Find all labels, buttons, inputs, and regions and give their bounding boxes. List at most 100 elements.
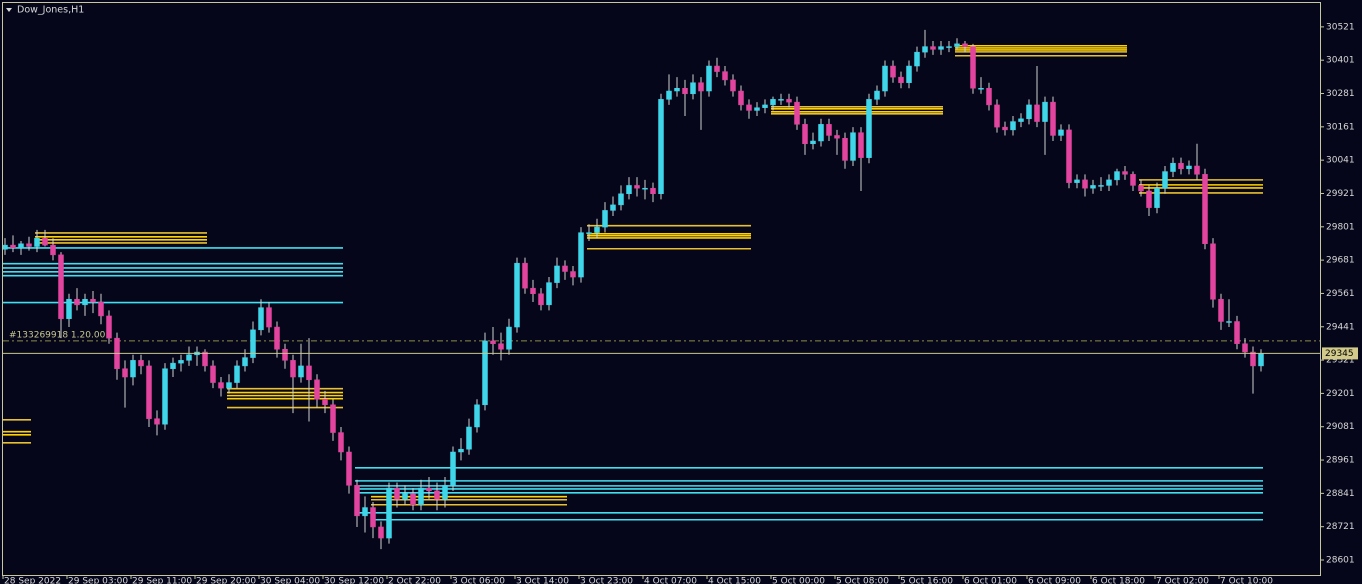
- candle-body: [1002, 126, 1008, 131]
- candle-body: [138, 360, 144, 367]
- candle-body: [682, 87, 688, 95]
- candle-body: [962, 43, 968, 47]
- candle-body: [890, 65, 896, 78]
- candle-body: [98, 301, 104, 317]
- candle-body: [738, 90, 744, 106]
- candle-body: [1098, 185, 1104, 187]
- candle-body: [482, 340, 488, 406]
- candle-body: [1242, 343, 1248, 353]
- candle-body: [282, 349, 288, 361]
- candle-body: [1130, 174, 1136, 186]
- candle-body: [82, 299, 88, 306]
- candle-body: [730, 79, 736, 92]
- axis: 30521 30401 30281 30161 30041 29921 29801 29681…: [2, 22, 1358, 584]
- y-tick-label: 29921: [1326, 189, 1355, 199]
- candle-body: [258, 307, 264, 331]
- candle-body: [602, 210, 608, 228]
- candle-body: [802, 124, 808, 145]
- x-tick-label: 29 Sep 20:00: [196, 577, 256, 584]
- candle-body: [474, 404, 480, 428]
- candle-body: [986, 87, 992, 106]
- candle-body: [530, 287, 536, 294]
- x-tick-label: 7 Oct 10:00: [1220, 577, 1273, 584]
- y-tick-label: 29561: [1326, 289, 1355, 299]
- y-tick-label: 29201: [1326, 389, 1355, 399]
- x-tick-label: 7 Oct 02:00: [1156, 577, 1209, 584]
- candle-body: [1050, 101, 1056, 136]
- candle-body: [1202, 174, 1208, 244]
- candle-body: [466, 426, 472, 450]
- candle-body: [938, 46, 944, 50]
- candle-body: [202, 351, 208, 367]
- candle-body: [130, 360, 136, 378]
- candle-body: [930, 46, 936, 50]
- candle-body: [362, 507, 368, 517]
- candle-body: [586, 232, 592, 234]
- x-tick-label: 5 Oct 00:00: [772, 577, 825, 584]
- candle-body: [1074, 179, 1080, 183]
- menu-arrow[interactable]: [6, 8, 12, 12]
- candle-body: [58, 254, 64, 319]
- candle-body: [50, 244, 56, 256]
- candle-body: [842, 137, 848, 161]
- candle-body: [634, 185, 640, 189]
- candle-body: [42, 237, 48, 246]
- candle-body: [1154, 187, 1160, 208]
- candle-body: [90, 299, 96, 303]
- candle-body: [538, 293, 544, 306]
- candle-body: [954, 43, 960, 47]
- candle-body: [922, 46, 928, 53]
- y-tick-label: 29681: [1326, 256, 1355, 266]
- candle-body: [970, 46, 976, 89]
- candle-body: [1114, 171, 1120, 181]
- candle-body: [66, 299, 72, 319]
- y-tick-label: 30401: [1326, 56, 1355, 66]
- candle-body: [218, 382, 224, 389]
- candle-body: [410, 493, 416, 505]
- y-tick-label: 29321: [1326, 356, 1355, 366]
- y-tick-label: 28721: [1326, 522, 1355, 532]
- candle-body: [146, 365, 152, 419]
- candle-body: [298, 365, 304, 378]
- candle-body: [418, 487, 424, 505]
- candle-body: [226, 382, 232, 389]
- candle-body: [522, 262, 528, 289]
- x-tick-label: 6 Oct 18:00: [1092, 577, 1145, 584]
- candle-body: [2, 244, 8, 250]
- candle-body: [714, 65, 720, 72]
- current-price-box: [1322, 347, 1358, 360]
- candle-body: [562, 265, 568, 272]
- candle-body: [666, 90, 672, 100]
- candle-body: [346, 451, 352, 486]
- candle-body: [618, 193, 624, 206]
- candle-body: [698, 82, 704, 92]
- y-tick-label: 29441: [1326, 322, 1355, 332]
- candle-body: [458, 448, 464, 453]
- candle-body: [178, 360, 184, 364]
- x-tick-label: 3 Oct 06:00: [452, 577, 505, 584]
- current-price-label: 29345: [1325, 349, 1354, 359]
- x-tick-label: 3 Oct 23:00: [580, 577, 633, 584]
- candle-body: [386, 487, 392, 539]
- candle-body: [874, 90, 880, 100]
- candle-body: [546, 282, 552, 306]
- candle-body: [570, 271, 576, 278]
- candle-body: [1026, 104, 1032, 120]
- candle-body: [946, 46, 952, 48]
- x-tick-label: 29 Sep 03:00: [68, 577, 128, 584]
- candle-body: [1082, 179, 1088, 189]
- candle-body: [1010, 121, 1016, 131]
- candle-body: [722, 71, 728, 81]
- candle-body: [834, 135, 840, 139]
- candle-body: [1090, 185, 1096, 189]
- candle-body: [234, 365, 240, 383]
- candle-body: [266, 307, 272, 328]
- y-tick-label: 29801: [1326, 222, 1355, 232]
- candle-body: [1162, 171, 1168, 189]
- candle-body: [162, 368, 168, 425]
- candle-body: [1210, 243, 1216, 300]
- candle-body: [610, 204, 616, 211]
- candle-body: [426, 487, 432, 492]
